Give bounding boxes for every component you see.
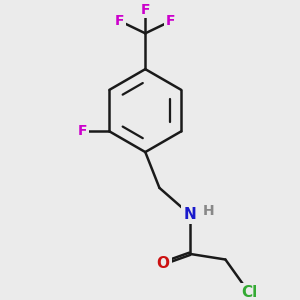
Text: O: O [157,256,170,271]
Text: F: F [115,14,124,28]
Text: F: F [78,124,88,138]
Text: N: N [183,207,196,222]
Text: H: H [202,203,214,218]
Text: F: F [140,3,150,17]
Text: F: F [166,14,175,28]
Text: Cl: Cl [241,285,257,300]
